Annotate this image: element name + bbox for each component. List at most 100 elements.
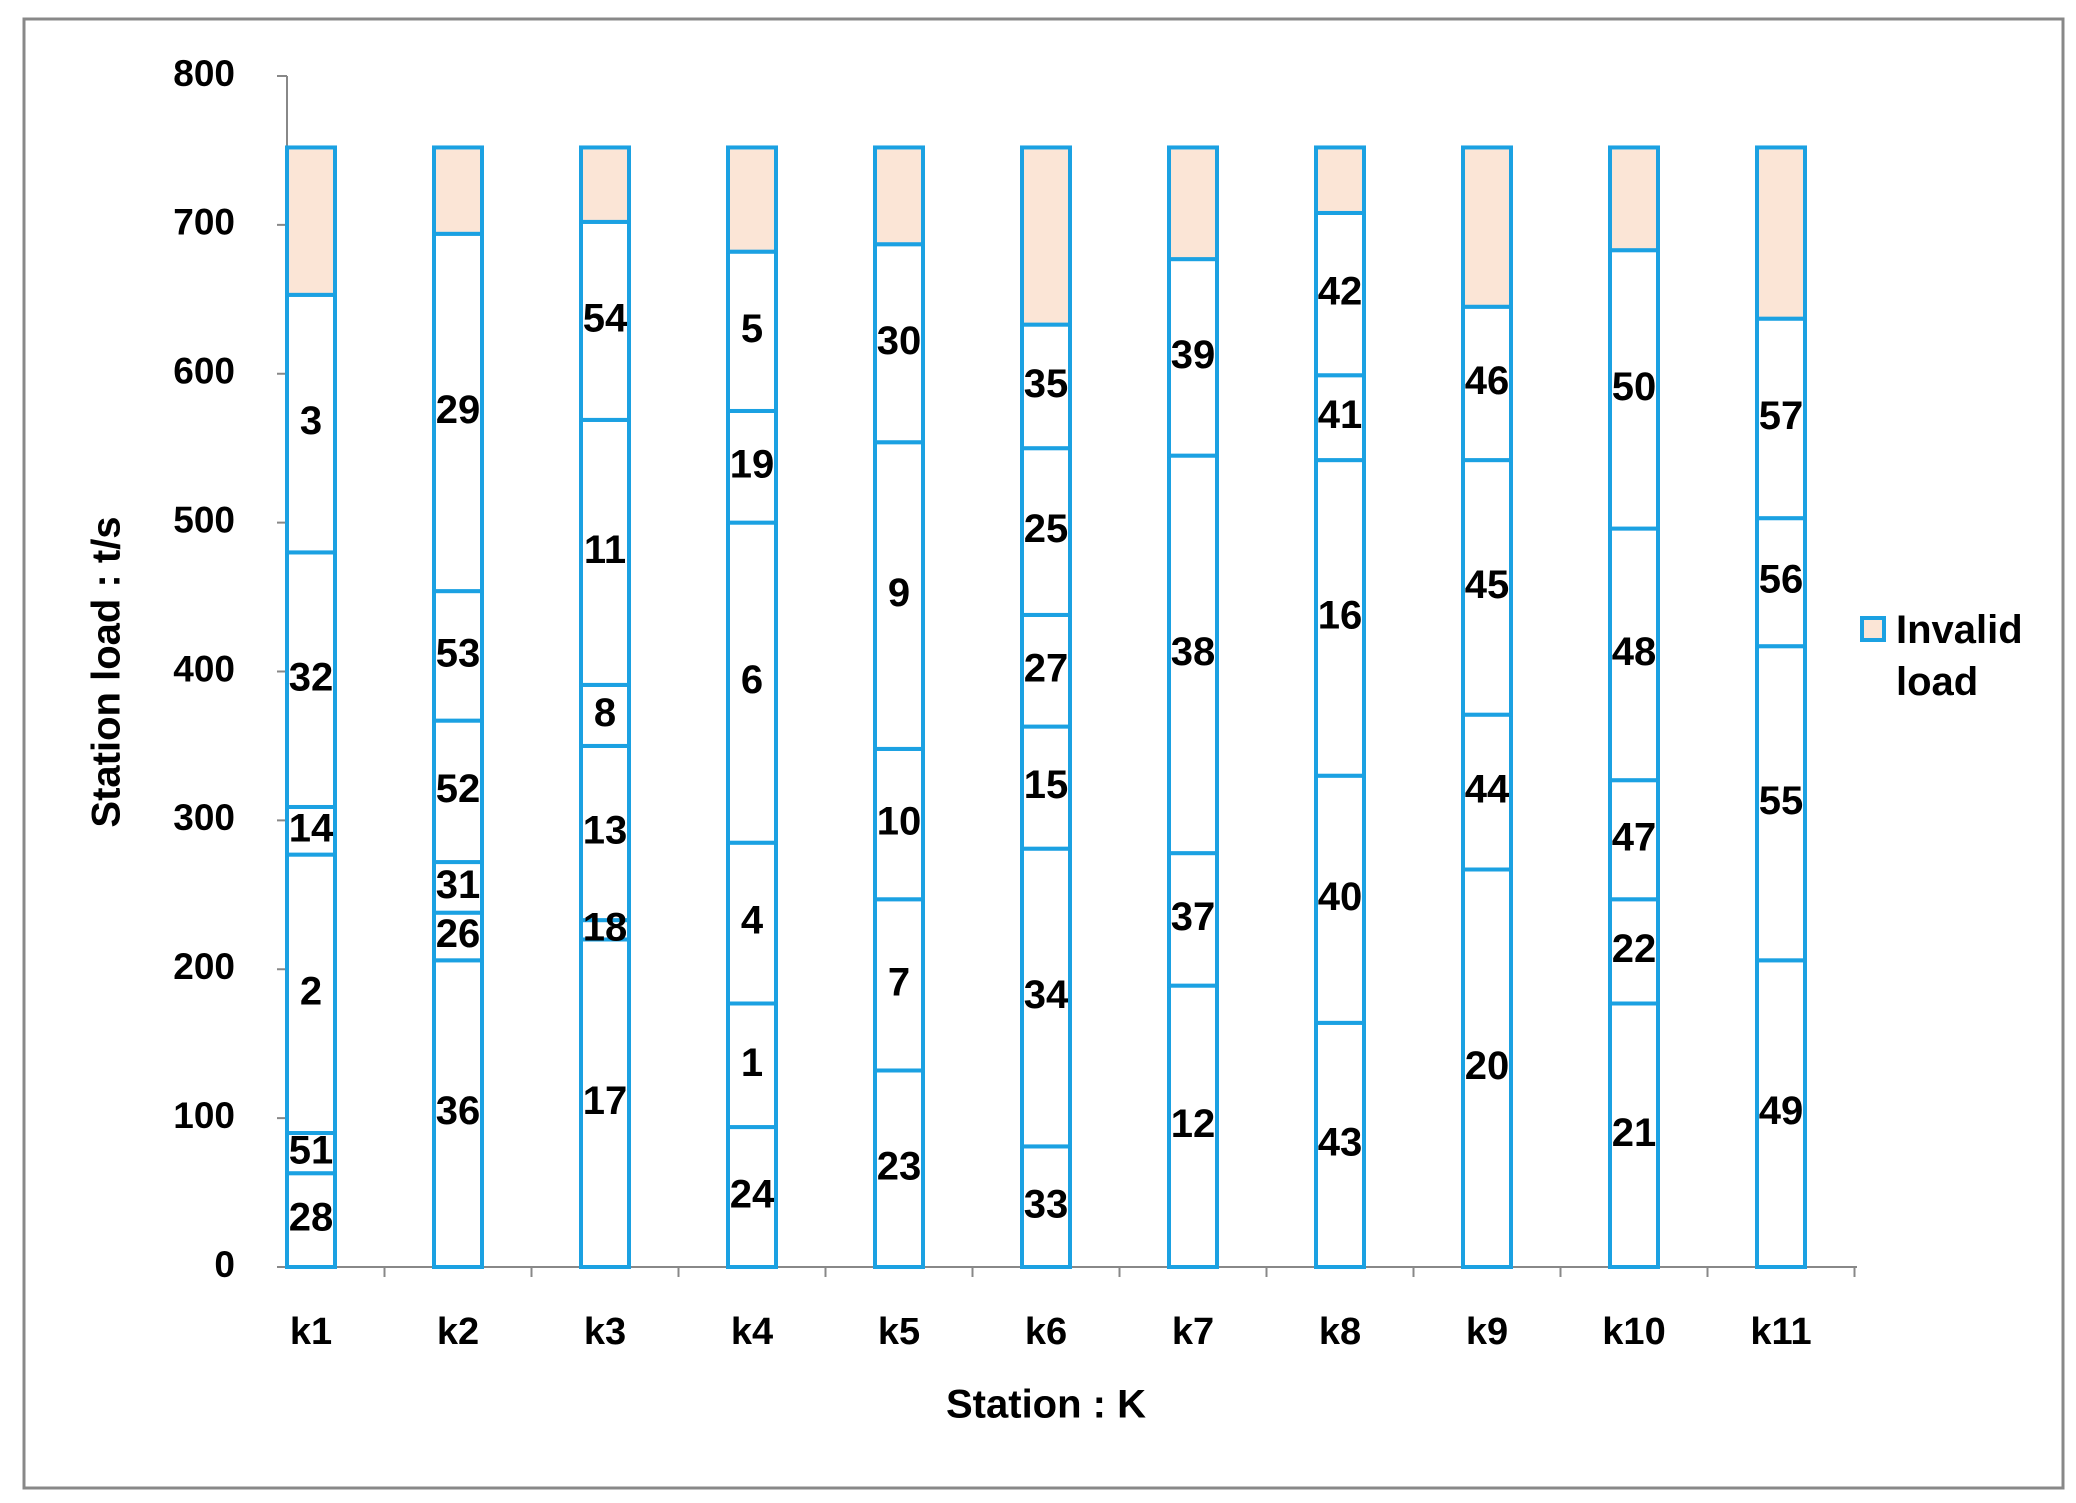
bar-segment: [432, 718, 484, 865]
bar-segment: [1020, 846, 1072, 1149]
task-label: 55: [1759, 779, 1804, 823]
task-label: 42: [1318, 270, 1363, 314]
task-label: 17: [583, 1079, 628, 1123]
task-label: 24: [730, 1173, 775, 1217]
task-label: 34: [1024, 973, 1069, 1017]
bar-segment: [1608, 1001, 1660, 1270]
bar-segment: [1020, 446, 1072, 617]
bar-segment: [873, 440, 925, 751]
x-tick-label: k2: [437, 1311, 479, 1353]
task-label: 25: [1024, 507, 1069, 551]
invalid-load-bar: [1755, 145, 1807, 321]
task-label: 38: [1171, 630, 1216, 674]
invalid-load-bar: [1461, 145, 1513, 309]
task-label: 23: [877, 1144, 922, 1188]
task-label: 20: [1465, 1044, 1510, 1088]
task-label: 32: [289, 655, 334, 699]
x-tick-label: k4: [731, 1311, 773, 1353]
task-label: 2: [300, 969, 322, 1013]
task-label: 47: [1612, 815, 1657, 859]
task-label: 5: [741, 307, 763, 351]
invalid-load-bar: [873, 145, 925, 247]
bar-segment: [1755, 516, 1807, 649]
bar-segment: [1167, 983, 1219, 1269]
bar-segment: [285, 852, 337, 1136]
task-label: 30: [877, 319, 922, 363]
y-axis-title: Station load : t/s: [85, 516, 129, 827]
x-tick-label: k11: [1750, 1311, 1811, 1353]
invalid-load-bar: [1608, 145, 1660, 253]
task-label: 26: [436, 912, 481, 956]
task-label: 48: [1612, 630, 1657, 674]
y-tick-label: 700: [173, 202, 235, 243]
task-label: 39: [1171, 333, 1216, 377]
task-label: 19: [730, 442, 775, 486]
bar-segment: [1314, 210, 1366, 378]
task-label: 44: [1465, 768, 1510, 812]
task-label: 41: [1318, 393, 1363, 437]
bar-segment: [1020, 1144, 1072, 1270]
task-label: 28: [289, 1196, 334, 1240]
x-tick-label: k3: [584, 1311, 626, 1353]
frame: [22, 17, 2065, 1490]
bar-segment: [432, 860, 484, 915]
task-label: 15: [1024, 763, 1069, 807]
y-tick-label: 500: [173, 499, 235, 540]
bar-segment: [726, 1125, 778, 1269]
invalid-load-bar: [726, 145, 778, 254]
bar-segment: [1314, 773, 1366, 1025]
task-label: 7: [888, 960, 910, 1004]
task-label: 45: [1465, 563, 1510, 607]
task-label: 4: [741, 899, 764, 943]
task-label: 12: [1171, 1102, 1216, 1146]
task-label: 40: [1318, 875, 1363, 919]
task-label: 21: [1612, 1111, 1657, 1155]
bar-segment: [1608, 897, 1660, 1006]
invalid-load-bar: [1314, 145, 1366, 215]
task-label: 57: [1759, 394, 1804, 438]
task-label: 8: [594, 691, 616, 735]
bar-segment: [1608, 248, 1660, 531]
task-label: 35: [1024, 362, 1069, 406]
task-label: 36: [436, 1089, 481, 1133]
bar-segment: [432, 910, 484, 963]
x-axis-title: Station : K: [946, 1383, 1146, 1427]
legend: Invalid load: [1860, 604, 2060, 708]
task-label: 37: [1171, 895, 1216, 939]
bar-segment: [579, 743, 631, 923]
task-label: 3: [300, 399, 322, 443]
task-label: 46: [1465, 359, 1510, 403]
task-label: 11: [584, 528, 626, 572]
invalid-load-bar: [285, 145, 337, 297]
x-tick-label: k6: [1025, 1311, 1067, 1353]
task-label: 50: [1612, 365, 1657, 409]
task-label: 10: [877, 800, 922, 844]
legend-label: Invalid load: [1896, 608, 2023, 704]
task-label: 29: [436, 388, 481, 432]
task-label: 33: [1024, 1182, 1069, 1226]
bar-segment: [579, 219, 631, 422]
task-label: 27: [1024, 646, 1069, 690]
bar-segment: [1755, 958, 1807, 1269]
bar-segment: [1020, 724, 1072, 851]
x-tick-label: k10: [1602, 1311, 1665, 1353]
task-label: 16: [1318, 593, 1363, 637]
task-label: 6: [741, 658, 763, 702]
bar-segment: [1314, 1020, 1366, 1269]
bar-segment: [432, 958, 484, 1269]
y-tick-label: 400: [173, 648, 235, 689]
bar-segment: [1461, 712, 1513, 872]
bar-segment: [1020, 612, 1072, 729]
y-tick-label: 200: [173, 946, 235, 987]
bar-segment: [726, 408, 778, 525]
bar-segment: [873, 242, 925, 445]
bar-segment: [726, 840, 778, 1006]
task-label: 49: [1759, 1089, 1804, 1133]
task-label: 9: [888, 571, 910, 615]
legend-swatch: [1860, 616, 1886, 642]
y-tick-label: 800: [173, 53, 235, 94]
task-label: 53: [436, 631, 481, 675]
x-tick-label: k9: [1466, 1311, 1508, 1353]
task-label: 43: [1318, 1120, 1363, 1164]
